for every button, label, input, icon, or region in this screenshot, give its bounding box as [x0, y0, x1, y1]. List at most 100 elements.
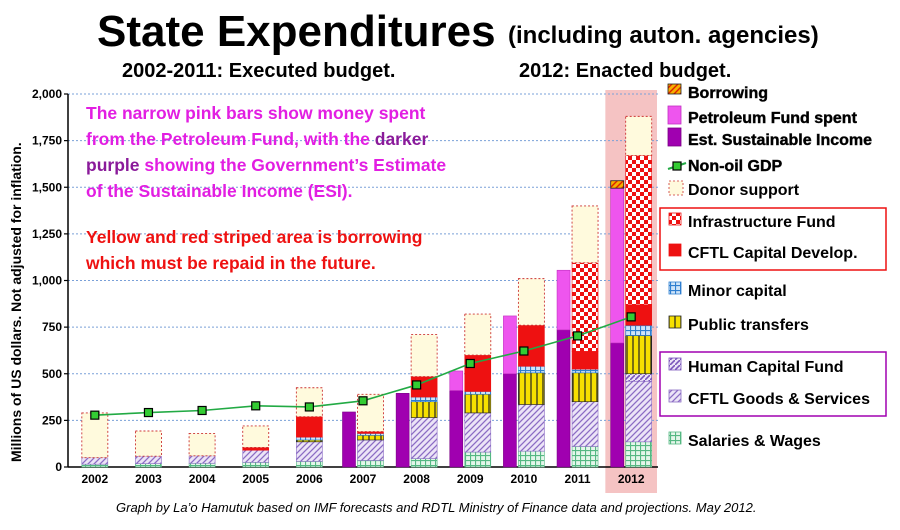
- bar-human_capital-2012: [625, 373, 652, 382]
- gdp-point-2009: [465, 358, 475, 369]
- y-tick-label: 2,000: [32, 87, 62, 101]
- legend-swatch-infrastructure: [668, 212, 682, 226]
- bar-minor_capital-2008: [410, 396, 438, 403]
- bar-salaries-2010: [518, 450, 545, 468]
- y-axis-label: Millions of US dollars. Not adjusted for…: [8, 142, 24, 462]
- legend-label-human_capital: Human Capital Fund: [688, 359, 844, 376]
- bar-salaries-2004: [188, 462, 216, 468]
- x-tick-label: 2005: [242, 472, 269, 486]
- y-tick-label: 1,750: [32, 134, 62, 148]
- bar-minor_capital-2011: [571, 368, 599, 374]
- bar-donor-2004: [188, 432, 216, 457]
- bar-donor-2010: [517, 278, 545, 326]
- gdp-point-2011: [572, 331, 583, 341]
- bar-salaries-2005: [242, 462, 270, 468]
- legend-label-public_transfers: Public transfers: [688, 317, 809, 334]
- legend-capital-box: [659, 207, 887, 271]
- bar-public_transfers-2008: [410, 401, 438, 418]
- bar-infrastructure-2012: [625, 155, 652, 306]
- note-red-line-2: which must be repaid in the future.: [85, 253, 376, 273]
- bar-cftl_capital-2011: [571, 351, 599, 370]
- bar-salaries-2012: [625, 441, 652, 468]
- bar-pf-spent-2010: [503, 315, 517, 375]
- legend-label-infrastructure: Infrastructure Fund: [688, 214, 836, 231]
- legend-swatch-donor: [668, 180, 684, 196]
- bar-minor_capital-2010: [518, 365, 545, 374]
- x-tick-label: 2002: [81, 472, 108, 486]
- bar-donor-2006: [295, 387, 323, 418]
- bar-goods-2008: [410, 417, 438, 459]
- legend-label-cftl_capital: CFTL Capital Develop.: [688, 245, 858, 262]
- bar-public_transfers-2011: [571, 372, 599, 403]
- bar-pf-spent-2011: [556, 269, 571, 331]
- legend-goods-box: [659, 351, 887, 417]
- bar-minor_capital-2006: [296, 436, 323, 441]
- legend-swatch-public_transfers: [668, 315, 682, 329]
- bar-donor-2012: [625, 115, 653, 156]
- bar-goods-2012: [625, 380, 652, 443]
- bar-goods-2010: [518, 404, 545, 452]
- bar-salaries-2003: [135, 463, 162, 468]
- bar-goods-2009: [464, 412, 492, 453]
- y-tick-label: 1,500: [32, 180, 62, 194]
- x-tick-label: 2008: [403, 472, 430, 486]
- x-axis: 2002 2003 2004 2005 2006 2007 2008 2009 2010 2011…: [68, 466, 658, 486]
- note-pink-line-4: of the Sustainable Income (ESI).: [86, 181, 352, 201]
- bar-salaries-2006: [296, 461, 323, 468]
- y-tick-label: 1,250: [32, 227, 62, 241]
- bar-public_transfers-2012: [625, 335, 652, 375]
- bar-goods-2002: [81, 457, 109, 465]
- y-tick-label: 1,000: [32, 274, 62, 288]
- bar-esi-2008: [395, 393, 410, 468]
- note-red-line-1: Yellow and red striped area is borrowing: [86, 227, 422, 247]
- bar-borrowing-2012: [610, 180, 625, 189]
- legend-label-donor: Donor support: [688, 182, 800, 199]
- x-tick-label: 2012: [618, 472, 645, 486]
- note-pink-line-3a: purple: [86, 155, 140, 175]
- bar-goods-2004: [188, 455, 216, 464]
- bar-goods-2007: [357, 439, 384, 461]
- bar-pf-spent-2009: [449, 370, 464, 391]
- legend-swatch-gdp-marker: [672, 161, 682, 171]
- note-pink-line-3b: showing the Government’s Estimate: [139, 155, 446, 175]
- bar-public_transfers-2010: [518, 372, 545, 405]
- note-pink-line-3: purple showing the Government’s Estimate: [86, 155, 446, 175]
- bar-cftl_capital-2006: [296, 416, 323, 438]
- legend-swatch-goods: [668, 389, 682, 403]
- gdp-point-2002: [90, 410, 100, 420]
- bar-salaries-2007: [357, 460, 384, 468]
- gdp-point-2006: [304, 402, 314, 412]
- bar-goods-2011: [571, 401, 599, 447]
- legend: Borrowing Petroleum Fund spent Est. Sustai…: [659, 83, 887, 450]
- x-tick-label: 2010: [511, 472, 538, 486]
- legend-label-esi: Est. Sustainable Income: [688, 132, 872, 149]
- y-tick-label: 0: [55, 460, 62, 474]
- bar-esi-2011: [556, 329, 571, 468]
- note-pink-line-2a: from the Petroleum Fund, with the: [86, 129, 375, 149]
- bar-donor-2005: [242, 425, 270, 448]
- bar-donor-2002: [81, 412, 109, 459]
- x-tick-label: 2006: [296, 472, 323, 486]
- x-tick-label: 2003: [135, 472, 162, 486]
- bar-minor_capital-2009: [464, 391, 492, 395]
- legend-swatch-cftl_capital: [668, 243, 682, 257]
- bar-minor_capital-2012: [625, 324, 652, 336]
- bar-donor-2011: [571, 205, 599, 264]
- gdp-point-2004: [197, 405, 207, 416]
- gdp-point-2007: [358, 396, 368, 406]
- chart-title-note: (including auton. agencies): [508, 22, 819, 49]
- bar-donor-2009: [464, 313, 492, 356]
- note-pink-line-1: The narrow pink bars show money spent: [86, 103, 426, 123]
- legend-label-borrowing: Borrowing: [688, 85, 768, 102]
- gdp-point-2003: [143, 407, 154, 418]
- x-tick-label: 2009: [457, 472, 484, 486]
- bar-donor-2008: [410, 334, 438, 377]
- gdp-point-2008: [412, 380, 422, 390]
- bar-salaries-2009: [464, 451, 492, 468]
- bar-salaries-2002: [81, 463, 109, 468]
- x-tick-label: 2004: [189, 472, 216, 486]
- legend-label-gdp_line: Non-oil GDP: [688, 158, 783, 175]
- legend-swatch-esi: [667, 127, 682, 147]
- bar-salaries-2011: [571, 446, 599, 468]
- note-pink-line-2b: darker: [375, 129, 429, 149]
